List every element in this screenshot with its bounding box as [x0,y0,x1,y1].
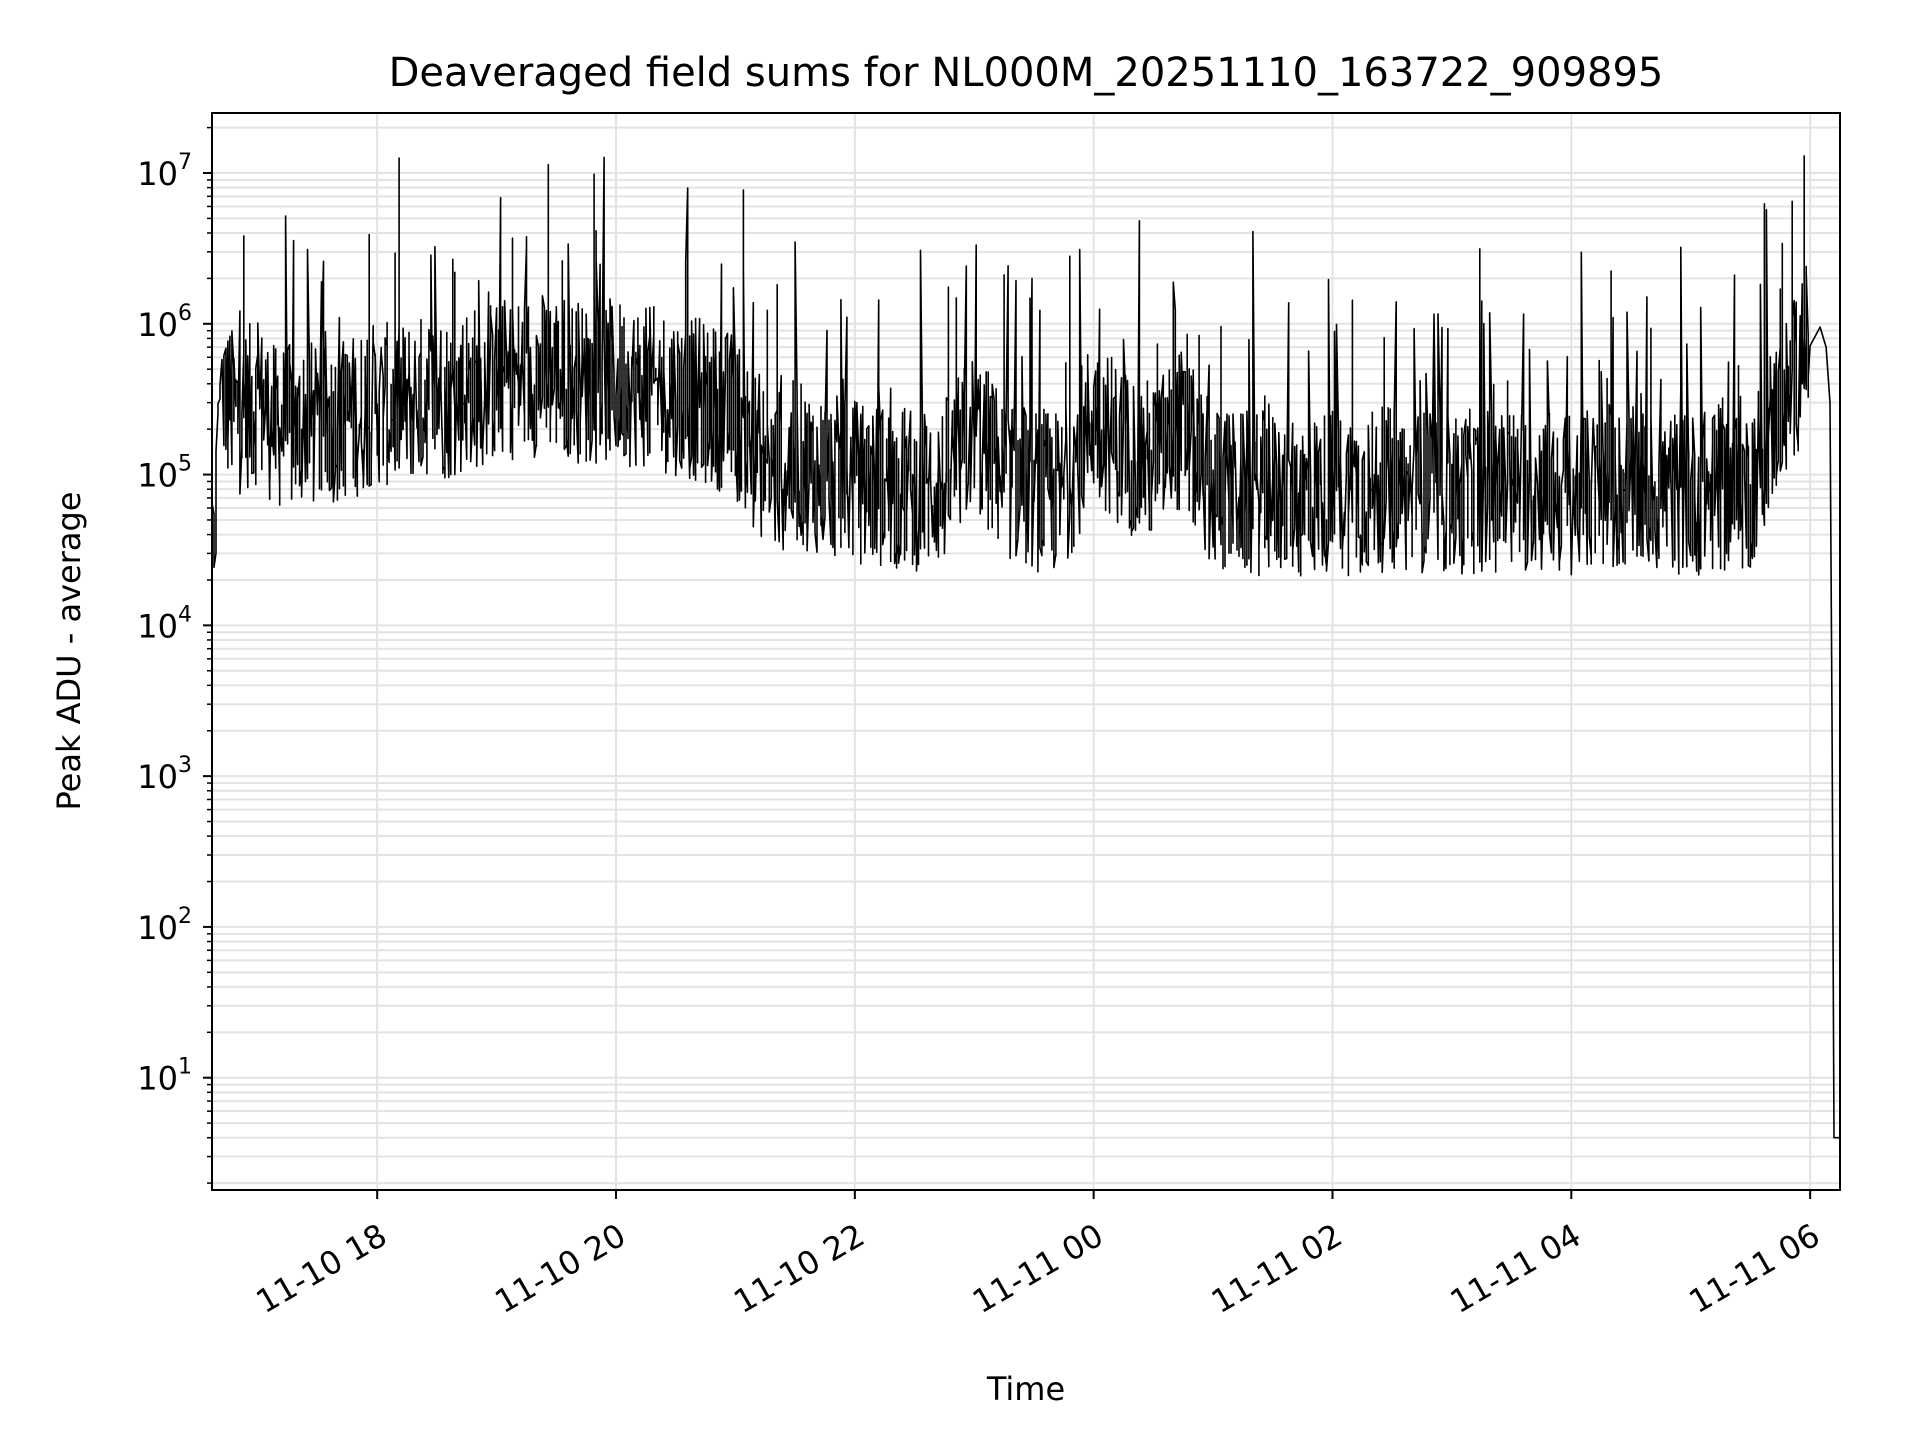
y-tick-label-base: 10 [137,909,178,947]
x-tick-label: 11-11 02 [1205,1216,1349,1321]
y-tick-label: 107 [137,150,192,193]
chart-title: Deaveraged field sums for NL000M_2025111… [389,50,1664,96]
y-tick-label-exponent: 4 [178,602,192,627]
y-tick-label-base: 10 [137,607,178,645]
plot-frame [211,112,1841,1191]
x-ticks: 11-10 18 11-10 20 11-10 22 11-11 00 11-11 02… [250,1190,1827,1321]
y-tick-label-exponent: 5 [178,452,192,477]
y-tick-label-base: 10 [137,1060,178,1098]
y-tick-label-base: 10 [137,306,178,344]
series [211,155,1840,1139]
y-tick-label-exponent: 2 [178,904,192,929]
y-tick-label-exponent: 3 [178,753,192,778]
y-tick-label-base: 10 [137,758,178,796]
y-tick-label: 101 [137,1055,192,1098]
y-tick-label-exponent: 1 [178,1055,192,1080]
y-tick-label: 102 [137,904,192,947]
x-tick-label: 11-11 00 [966,1216,1110,1321]
y-axis-label: Peak ADU - average [50,492,88,811]
x-tick-label: 11-10 18 [250,1216,394,1321]
x-tick-label: 11-10 22 [727,1216,871,1321]
y-tick-label: 106 [137,301,192,344]
y-tick-label: 103 [137,753,192,796]
x-axis-label: Time [986,1370,1065,1408]
y-tick-label-exponent: 6 [178,301,192,326]
x-tick-label: 11-11 06 [1683,1216,1827,1321]
x-tick-label: 11-11 04 [1444,1216,1588,1321]
y-tick-label: 105 [137,452,192,495]
y-tick-label-base: 10 [137,457,178,495]
y-tick-label: 104 [137,602,192,645]
series-line [211,155,1840,1139]
y-tick-label-exponent: 7 [178,150,192,175]
x-tick-label: 11-10 20 [488,1216,632,1321]
grid [212,113,1840,1190]
y-tick-label-base: 10 [137,155,178,193]
